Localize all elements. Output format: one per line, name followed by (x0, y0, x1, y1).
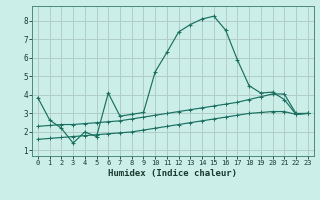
X-axis label: Humidex (Indice chaleur): Humidex (Indice chaleur) (108, 169, 237, 178)
